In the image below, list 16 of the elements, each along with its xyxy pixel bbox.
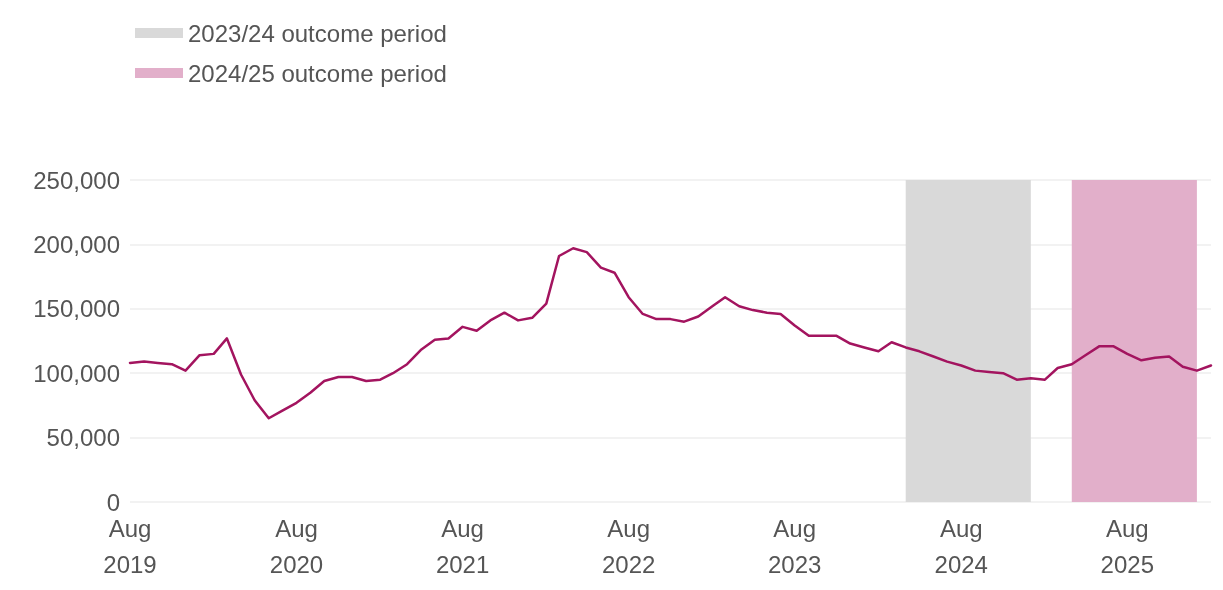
y-tick-label: 0 [106,488,120,516]
x-tick-label: Aug 2020 [269,514,324,578]
legend-label: 2024/25 outcome period [188,59,447,87]
y-tick-label: 50,000 [46,424,120,452]
y-tick-label: 100,000 [33,359,120,387]
x-tick-label: Aug 2021 [435,514,490,578]
y-tick-label: 150,000 [33,295,120,323]
line-series [128,247,1213,420]
y-tick-label: 200,000 [33,230,120,258]
x-tick-label: Aug 2025 [1100,514,1154,578]
y-tick-label: 250,000 [33,166,120,194]
x-tick-label: Aug 2022 [601,514,656,578]
x-tick-label: Aug 2024 [934,514,988,578]
legend-label: 2023/24 outcome period [188,19,447,47]
x-tick-label: Aug 2023 [768,514,822,578]
x-tick-label: Aug 2019 [103,514,157,578]
